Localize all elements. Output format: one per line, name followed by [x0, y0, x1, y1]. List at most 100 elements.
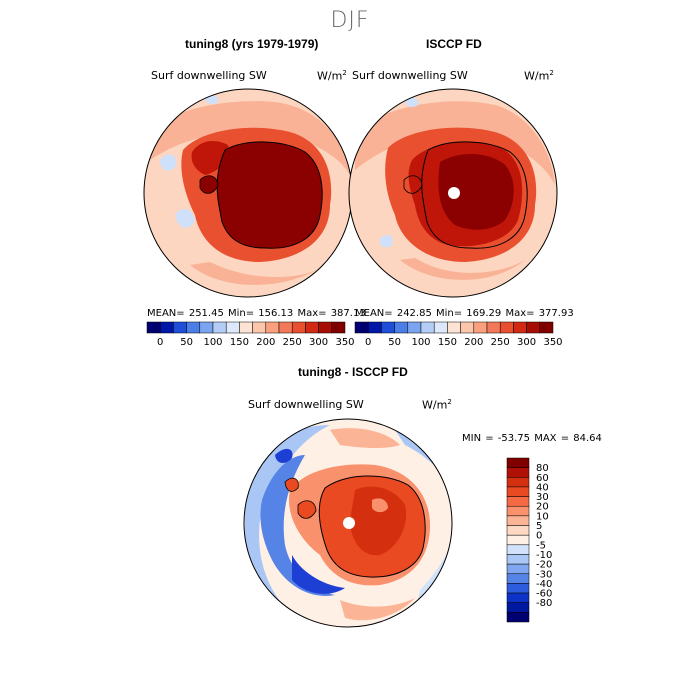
colorbar-difference-swatch [506, 592, 530, 603]
colorbar-model-swatch [199, 321, 214, 334]
map2-coastline [421, 141, 528, 249]
colorbar-obs-swatch [447, 321, 461, 334]
colorbar-obs-tick-label: 300 [517, 337, 536, 348]
colorbar-difference-tick-label: 60 [536, 473, 549, 484]
colorbar-obs-swatch [433, 321, 448, 334]
colorbar-model-tick-label: 250 [283, 337, 302, 348]
colorbar-difference-tick-label: 10 [536, 511, 549, 522]
colorbar-difference-tick-label: -5 [536, 540, 546, 551]
colorbar-obs-tick-label: 150 [438, 337, 457, 348]
colorbar-difference-swatch [506, 525, 530, 536]
map3-core [350, 486, 407, 556]
figure-title: DJF [330, 8, 370, 33]
colorbar-obs-tick-label: 0 [365, 337, 371, 348]
map3-border [243, 418, 453, 628]
map2-ocean-band [355, 101, 555, 185]
diff-field-label: Surf downwelling SW [248, 398, 364, 411]
colorbar-obs: 0 50 100 150 200 250 300 350 [354, 321, 563, 348]
colorbar-difference-swatch [506, 505, 530, 517]
colorbar-model-tick-label: 50 [180, 337, 193, 348]
map2-blue-patch-2 [379, 235, 393, 248]
colorbar-obs-tick-label: 100 [411, 337, 430, 348]
diff-panel-title: tuning8 - ISCCP FD [298, 365, 408, 379]
colorbar-difference-tick-label: 5 [536, 521, 542, 532]
colorbar-obs-swatch [526, 321, 541, 334]
colorbar-difference-swatch [506, 457, 530, 468]
colorbar-obs-swatch [486, 321, 501, 334]
colorbar-model-swatch [318, 321, 333, 334]
map3-blue-west [245, 425, 330, 620]
colorbar-model-swatch [305, 321, 319, 334]
colorbar-model-tick-label: 350 [335, 337, 354, 348]
colorbar-difference-swatch [506, 486, 530, 497]
map2-ocean-band-south [400, 258, 525, 280]
map2-border [348, 88, 558, 298]
map2-pole-hole [448, 187, 460, 199]
map3-red-north [330, 428, 400, 449]
colorbar-difference-swatch [506, 573, 530, 584]
colorbar-obs-tick-label: 50 [388, 337, 401, 348]
map3-peninsula-tip [284, 477, 299, 492]
colorbar-obs-swatch [473, 321, 488, 334]
colorbar-model-tick-label: 150 [230, 337, 249, 348]
colorbar-obs-swatch [354, 321, 369, 334]
panel1-title: tuning8 (yrs 1979-1979) [185, 37, 319, 51]
colorbar-model: 0 50 100 150 200 250 300 350 [146, 321, 355, 348]
map1-peninsula [199, 175, 219, 194]
colorbar-model-swatch [291, 321, 306, 334]
colorbar-difference-tick-label: -40 [536, 579, 552, 590]
panel2-field-label: Surf downwelling SW [352, 69, 468, 82]
map3-red-south [340, 598, 415, 621]
map1-blue-patch-2 [160, 154, 177, 171]
colorbar-obs-swatch [420, 321, 435, 334]
colorbar-obs-swatch [513, 321, 527, 334]
map3-peninsula [297, 500, 317, 519]
colorbar-model-swatch [265, 321, 280, 334]
diff-stats: MIN = -53.75 MAX = 84.64 [462, 433, 602, 444]
colorbar-model-swatch [331, 321, 346, 334]
map3-light-patch [372, 498, 388, 513]
colorbar-model-swatch [186, 321, 201, 334]
colorbar-difference-swatch [506, 612, 530, 623]
colorbar-model-swatch [278, 321, 293, 334]
map1-blue-patch [175, 208, 195, 228]
colorbar-model-tick-label: 300 [309, 337, 328, 348]
colorbar-obs-tick-label: 250 [491, 337, 510, 348]
map1-ocean-band-south [190, 262, 320, 285]
colorbar-difference-tick-label: 0 [536, 531, 542, 542]
map3-blue-dark [292, 555, 345, 594]
colorbar-difference-swatch [506, 583, 530, 594]
panel1-units: W/m2 [317, 69, 347, 83]
colorbar-difference-swatch [506, 515, 530, 526]
colorbar-model-swatch [252, 321, 267, 334]
colorbar-obs-swatch [460, 321, 475, 334]
panel1-stats: MEAN= 251.45 Min= 156.13 Max= 387.13 [147, 308, 366, 319]
map2-core [438, 154, 514, 230]
panel2-units: W/m2 [524, 69, 554, 83]
colorbar-obs-swatch [539, 321, 554, 334]
colorbar-model-swatch [173, 321, 187, 334]
map1-ocean-band [150, 101, 350, 175]
map-model [144, 89, 352, 297]
colorbar-model-tick-label: 100 [203, 337, 222, 348]
colorbar-difference-swatch [506, 477, 530, 488]
colorbar-model-tick-label: 200 [256, 337, 275, 348]
map3-pole-hole [343, 517, 355, 529]
colorbar-difference-tick-label: 80 [536, 463, 549, 474]
colorbar-model-swatch [225, 321, 240, 334]
colorbar-model-tick-label: 0 [157, 337, 163, 348]
colorbar-model-swatch [146, 321, 161, 334]
colorbar-obs-swatch [394, 321, 409, 334]
panel2-stats: MEAN= 242.85 Min= 169.29 Max= 377.93 [355, 308, 574, 319]
map-obs [349, 89, 557, 297]
colorbar-difference-swatch [506, 563, 530, 575]
colorbar-obs-swatch [499, 321, 514, 334]
colorbar-difference-swatch [506, 534, 530, 546]
colorbar-difference-tick-label: -80 [536, 598, 552, 609]
colorbar-difference-swatch [506, 554, 530, 565]
colorbar-difference-tick-label: -30 [536, 569, 552, 580]
colorbar-difference-tick-label: -20 [536, 560, 552, 571]
map2-blue-patch [405, 97, 419, 108]
